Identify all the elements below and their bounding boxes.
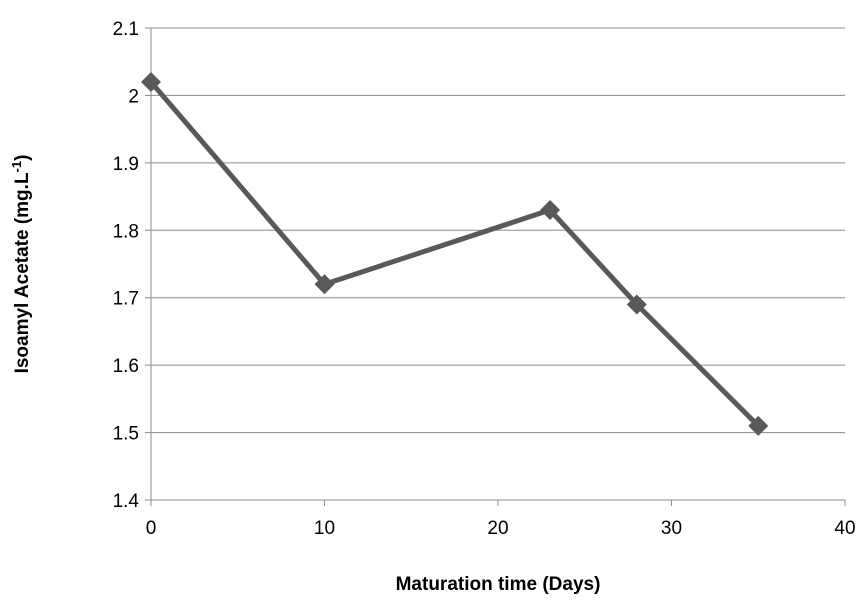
y-tick-label: 1.7	[113, 289, 139, 310]
x-tick-label: 10	[314, 518, 335, 539]
y-tick-label: 1.6	[113, 356, 139, 377]
data-point-marker	[141, 71, 161, 92]
x-tick-label: 0	[146, 518, 157, 539]
y-tick-label: 1.9	[113, 154, 139, 175]
x-tick-label: 40	[834, 518, 855, 539]
y-tick-label: 2	[128, 86, 139, 107]
series-group	[141, 71, 769, 436]
y-tick-label: 1.5	[113, 424, 139, 445]
y-tick-labels: 1.4 1.5 1.6 1.7 1.8 1.9 2 2.1	[113, 19, 151, 512]
gridlines	[151, 27, 845, 434]
series-line	[149, 80, 761, 428]
y-tick-label: 2.1	[113, 19, 139, 40]
x-tick-label: 30	[661, 518, 682, 539]
y-tick-label: 1.4	[113, 491, 140, 512]
y-tick-label: 1.8	[113, 221, 139, 242]
y-axis-title-end: )	[12, 155, 33, 161]
y-axis-title: Isoamyl Acetate (mg.L-1)	[9, 155, 34, 374]
data-point-marker	[748, 415, 769, 436]
axes	[150, 28, 845, 501]
y-axis-title-main: Isoamyl Acetate (mg.L	[12, 172, 33, 373]
data-point-marker	[626, 294, 647, 315]
data-point-marker	[540, 200, 561, 221]
y-axis-title-superscript: -1	[9, 161, 24, 173]
x-axis-title: Maturation time (Days)	[396, 574, 601, 595]
x-tick-label: 20	[487, 518, 508, 539]
x-tick-labels: 0 10 20 30 40	[146, 500, 856, 539]
data-point-marker	[314, 274, 335, 295]
